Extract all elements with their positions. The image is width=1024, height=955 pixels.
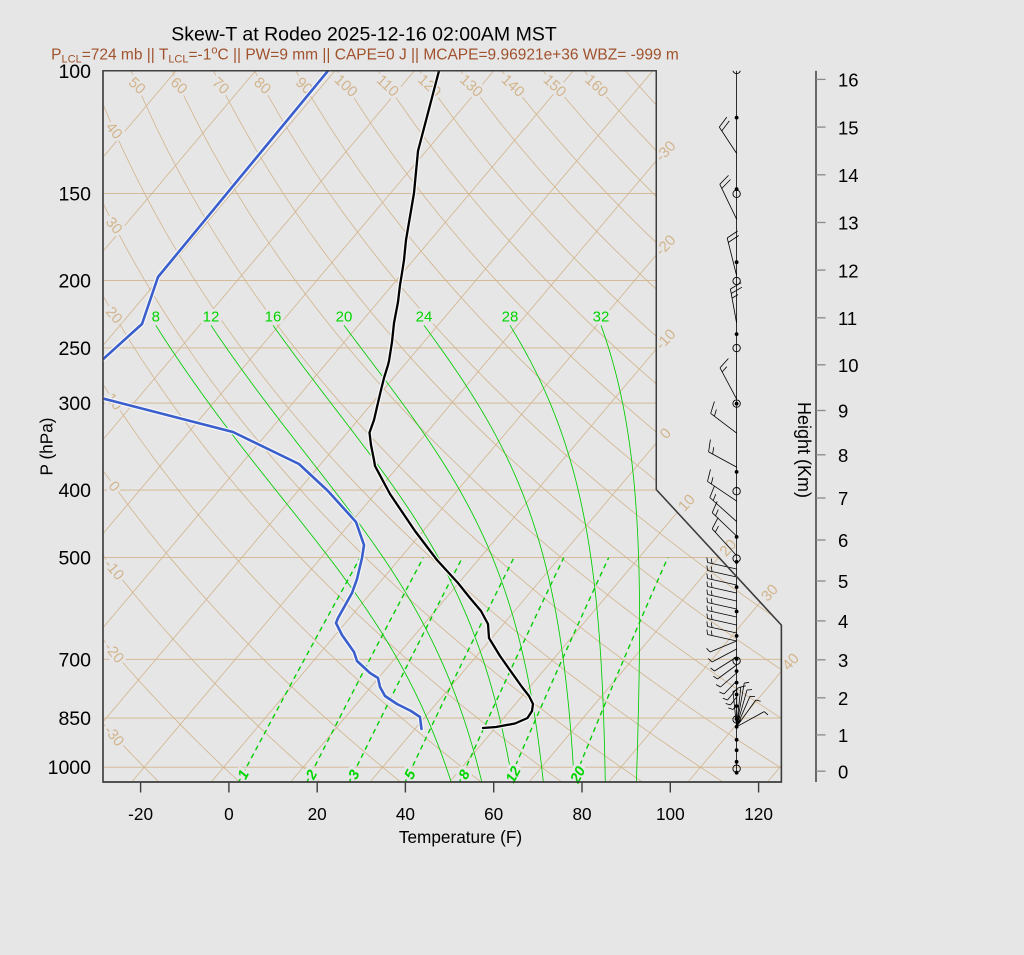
- svg-text:250: 250: [58, 338, 91, 360]
- svg-text:24: 24: [416, 309, 433, 326]
- svg-text:5: 5: [838, 571, 848, 592]
- svg-text:9: 9: [838, 401, 848, 422]
- svg-text:500: 500: [58, 548, 91, 570]
- svg-text:60: 60: [484, 804, 503, 824]
- svg-text:2: 2: [838, 688, 848, 709]
- svg-text:8: 8: [838, 445, 848, 466]
- svg-text:13: 13: [838, 213, 859, 234]
- svg-text:Height (Km): Height (Km): [794, 402, 814, 498]
- svg-text:400: 400: [58, 480, 91, 502]
- svg-text:P (hPa): P (hPa): [37, 418, 57, 476]
- svg-text:150: 150: [58, 183, 91, 205]
- svg-text:3: 3: [838, 650, 848, 671]
- svg-text:100: 100: [656, 804, 685, 824]
- svg-text:12: 12: [838, 260, 859, 281]
- svg-text:10: 10: [838, 355, 859, 376]
- svg-text:15: 15: [838, 117, 859, 138]
- svg-text:Skew-T at Rodeo 2025-12-16 02:: Skew-T at Rodeo 2025-12-16 02:00AM MST: [171, 24, 557, 46]
- svg-text:300: 300: [58, 393, 91, 415]
- svg-text:80: 80: [572, 804, 591, 824]
- svg-text:120: 120: [744, 804, 773, 824]
- svg-text:200: 200: [58, 270, 91, 292]
- svg-text:4: 4: [838, 611, 848, 632]
- svg-text:20: 20: [336, 309, 353, 326]
- svg-text:0: 0: [838, 761, 848, 782]
- svg-text:20: 20: [308, 804, 327, 824]
- svg-text:28: 28: [502, 309, 519, 326]
- svg-text:32: 32: [593, 309, 610, 326]
- svg-text:Temperature (F): Temperature (F): [399, 827, 522, 847]
- svg-text:14: 14: [838, 165, 859, 186]
- svg-text:100: 100: [58, 61, 91, 83]
- svg-text:8: 8: [152, 309, 160, 326]
- svg-text:11: 11: [838, 308, 857, 329]
- svg-text:6: 6: [838, 530, 848, 551]
- svg-text:40: 40: [396, 804, 415, 824]
- svg-text:1000: 1000: [48, 757, 92, 779]
- svg-text:7: 7: [838, 488, 848, 509]
- svg-text:16: 16: [265, 309, 282, 326]
- svg-text:1: 1: [838, 725, 848, 746]
- svg-text:PLCL=724 mb || TLCL=-1oC || PW: PLCL=724 mb || TLCL=-1oC || PW=9 mm || C…: [51, 45, 679, 66]
- svg-text:700: 700: [58, 649, 91, 671]
- svg-text:-20: -20: [128, 804, 153, 824]
- svg-text:0: 0: [224, 804, 234, 824]
- svg-text:16: 16: [838, 70, 859, 91]
- svg-text:12: 12: [203, 309, 220, 326]
- svg-text:850: 850: [58, 708, 91, 730]
